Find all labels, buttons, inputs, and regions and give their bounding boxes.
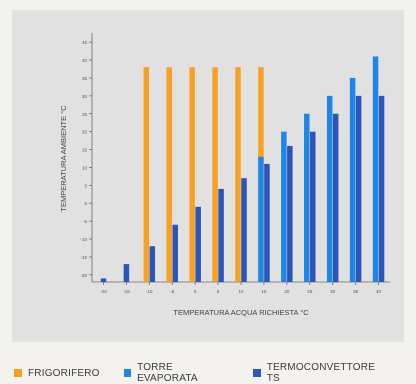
x-tick-label: -10	[146, 289, 153, 294]
bar-frigorifero-3	[166, 67, 172, 282]
y-tick-label: -20	[80, 273, 87, 278]
bar-termoconvettore-ts-6	[241, 178, 247, 282]
bar-torre-evaporata-7	[258, 156, 264, 282]
legend-label-frigorifero: FRIGORIFERO	[28, 367, 100, 379]
legend-swatch-termoconvettore-ts	[253, 369, 261, 377]
bar-termoconvettore-ts-5	[218, 188, 224, 282]
bar-termoconvettore-ts-0	[100, 278, 107, 282]
y-tick-label: -10	[80, 237, 87, 242]
x-tick-label: 25	[307, 289, 313, 294]
chart-svg: -20 -15 -10 -5 0 5 10 15 20 25 30 35 40 45 -20 -15 -10 -5…	[59, 33, 390, 317]
bar-termoconvettore-ts-10	[332, 113, 339, 282]
x-axis-title: TEMPERATURA ACQUA RICHIESTA °C	[173, 308, 309, 317]
legend-swatch-torre-evaporata	[123, 369, 132, 377]
legend-item-termoconvettore-ts: TERMOCONVETTORE TS	[253, 362, 382, 384]
legend-item-frigorifero: FRIGORIFERO	[14, 368, 100, 379]
x-tick-label: 5	[217, 289, 220, 294]
x-tick-label: 20	[284, 289, 290, 294]
x-tick-label: 0	[194, 289, 197, 294]
y-tick-label: 45	[82, 40, 88, 45]
bar-torre-evaporata-11	[349, 77, 356, 283]
bar-termoconvettore-ts-11	[355, 95, 362, 282]
y-tick-label: 25	[82, 112, 88, 117]
legend-label-termoconvettore-ts: TERMOCONVETTORE TS	[266, 362, 376, 384]
y-tick-label: 30	[82, 94, 88, 99]
x-tick-label: 30	[330, 289, 336, 294]
y-tick-label: -15	[80, 255, 87, 260]
x-tick-label: 10	[238, 289, 244, 294]
bar-termoconvettore-ts-8	[287, 145, 293, 282]
bar-frigorifero-5	[212, 67, 218, 282]
y-tick-label: -5	[83, 219, 87, 224]
bar-torre-evaporata-10	[326, 95, 333, 282]
bar-frigorifero-6	[235, 67, 241, 282]
y-tick-label: 5	[84, 183, 87, 188]
bar-torre-evaporata-8	[281, 131, 287, 282]
bar-termoconvettore-ts-3	[172, 224, 178, 282]
y-tick-label: 10	[82, 165, 88, 170]
bar-torre-evaporata-9	[304, 113, 310, 282]
y-tick-label: 15	[82, 148, 88, 153]
bar-termoconvettore-ts-2	[149, 246, 156, 282]
chart-panel: -20 -15 -10 -5 0 5 10 15 20 25 30 35 40 45 -20 -15 -10 -5…	[12, 10, 404, 342]
y-axis-title: TEMPERATURA AMBIENTE °C	[59, 105, 68, 212]
y-tick-label: 0	[84, 201, 87, 206]
x-tick-label: -5	[170, 289, 174, 294]
legend-swatch-frigorifero	[14, 369, 22, 377]
x-tick-label: -15	[123, 289, 130, 294]
bar-termoconvettore-ts-4	[195, 206, 201, 282]
x-tick-label: -20	[100, 289, 107, 294]
bar-frigorifero-2	[143, 67, 150, 282]
y-tick-label: 20	[82, 130, 88, 135]
x-tick-label: 35	[353, 289, 359, 294]
y-tick-label: 40	[82, 58, 88, 63]
legend-label-torre-evaporata: TORRE EVAPORATA	[137, 362, 198, 384]
bar-torre-evaporata-12	[372, 56, 379, 283]
y-tick-label: 35	[82, 76, 88, 81]
bar-termoconvettore-ts-7	[264, 163, 270, 282]
legend-item-torre-evaporata: TORRE EVAPORATA	[123, 362, 230, 384]
chart-legend: FRIGORIFERO TORRE EVAPORATA TERMOCONVETT…	[14, 362, 406, 384]
bar-termoconvettore-ts-12	[378, 95, 385, 282]
bar-frigorifero-4	[189, 67, 195, 282]
bar-termoconvettore-ts-9	[310, 131, 316, 282]
bar-termoconvettore-ts-1	[123, 264, 130, 282]
x-tick-label: 15	[261, 289, 267, 294]
x-tick-label: 40	[376, 289, 382, 294]
